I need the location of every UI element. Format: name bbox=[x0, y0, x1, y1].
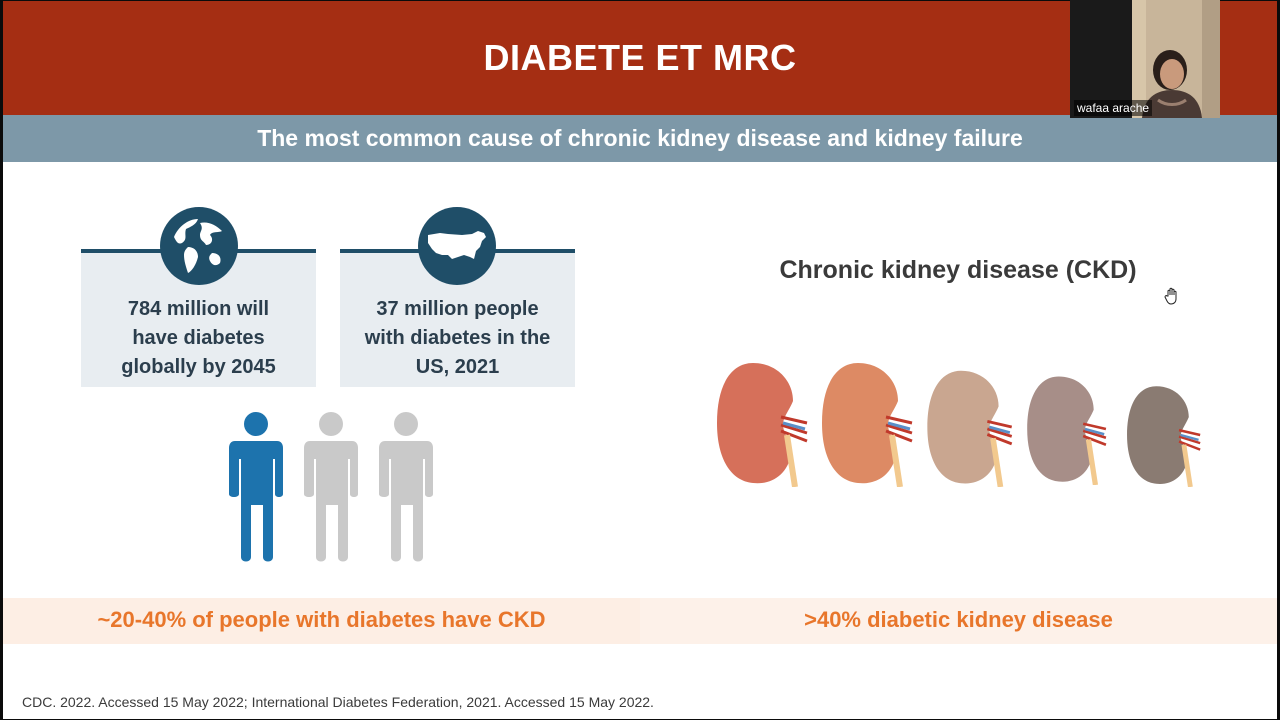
participant-video-tile[interactable]: wafaa arache bbox=[1070, 0, 1220, 118]
kidney-progression-illustration bbox=[715, 353, 1205, 503]
stat-text-us: 37 million people with diabetes in the U… bbox=[364, 298, 551, 378]
kidney-icon bbox=[717, 363, 808, 487]
kidney-icon bbox=[927, 370, 1013, 487]
right-stat-band: >40% diabetic kidney disease bbox=[640, 598, 1277, 644]
kidney-icon bbox=[1127, 386, 1201, 487]
presentation-slide: DIABETE ET MRC The most common cause of … bbox=[3, 1, 1277, 719]
subtitle-bar: The most common cause of chronic kidney … bbox=[3, 115, 1277, 162]
globe-icon bbox=[160, 207, 238, 285]
person-icon-highlighted bbox=[229, 412, 283, 562]
kidney-icon bbox=[822, 363, 913, 487]
left-stat-band: ~20-40% of people with diabetes have CKD bbox=[3, 598, 640, 644]
kidney-icon bbox=[1027, 376, 1107, 485]
title-bar: DIABETE ET MRC bbox=[3, 1, 1277, 115]
left-band-text: ~20-40% of people with diabetes have CKD bbox=[97, 607, 546, 632]
participant-name-label: wafaa arache bbox=[1074, 100, 1153, 116]
hand-cursor-icon bbox=[1164, 287, 1177, 305]
ckd-title: Chronic kidney disease (CKD) bbox=[779, 256, 1137, 284]
stat-text-global: 784 million will have diabetes globally … bbox=[121, 298, 276, 378]
participant-video-feed bbox=[1070, 0, 1220, 118]
slide-title: DIABETE ET MRC bbox=[483, 37, 797, 78]
right-band-text: >40% diabetic kidney disease bbox=[804, 607, 1113, 632]
person-icon bbox=[304, 412, 358, 562]
source-footnote: CDC. 2022. Accessed 15 May 2022; Interna… bbox=[22, 694, 654, 710]
person-icon bbox=[379, 412, 433, 562]
us-map-icon bbox=[418, 207, 496, 285]
slide-subtitle: The most common cause of chronic kidney … bbox=[257, 125, 1023, 151]
